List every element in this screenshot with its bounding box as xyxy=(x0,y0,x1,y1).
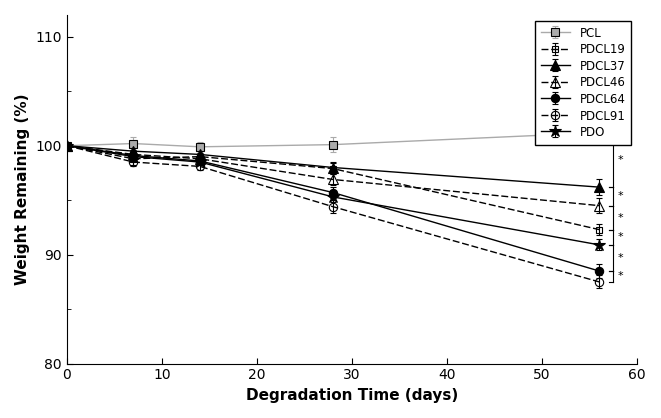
Text: *: * xyxy=(617,213,623,223)
Text: *: * xyxy=(617,271,623,281)
Y-axis label: Weight Remaining (%): Weight Remaining (%) xyxy=(15,94,30,285)
Text: *: * xyxy=(617,253,623,263)
Legend: PCL, PDCL19, PDCL37, PDCL46, PDCL64, PDCL91, PDO: PCL, PDCL19, PDCL37, PDCL46, PDCL64, PDC… xyxy=(535,21,631,145)
Text: *: * xyxy=(617,232,623,242)
Text: *: * xyxy=(617,191,623,201)
Text: *: * xyxy=(617,155,623,165)
X-axis label: Degradation Time (days): Degradation Time (days) xyxy=(246,388,458,403)
